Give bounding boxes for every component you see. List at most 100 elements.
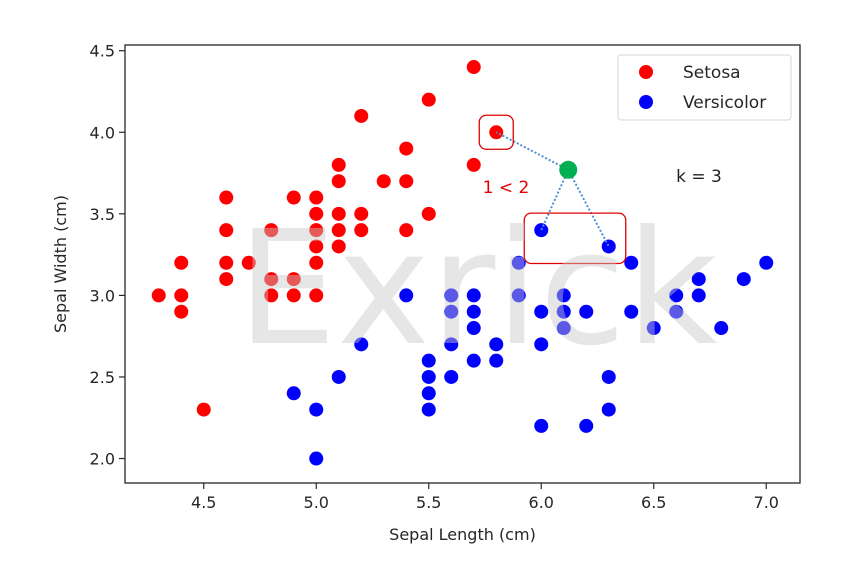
data-point-setosa <box>174 255 189 270</box>
comparison-label: 1 < 2 <box>483 178 530 198</box>
data-point-versicolor <box>421 353 436 368</box>
data-point-versicolor <box>444 288 459 303</box>
data-point-versicolor <box>466 304 481 319</box>
data-point-versicolor <box>466 353 481 368</box>
data-point-versicolor <box>489 337 504 352</box>
data-point-setosa <box>466 60 481 75</box>
y-tick-label: 3.5 <box>90 205 115 224</box>
legend-marker-versicolor <box>639 95 653 109</box>
legend-marker-setosa <box>639 65 653 79</box>
data-point-versicolor <box>444 369 459 384</box>
y-tick-label: 2.0 <box>90 450 115 469</box>
data-point-versicolor <box>534 337 549 352</box>
data-point-versicolor <box>534 223 549 238</box>
x-tick-label: 4.5 <box>191 493 216 512</box>
data-point-setosa <box>309 255 324 270</box>
data-point-setosa <box>286 288 301 303</box>
y-axis: 2.0 2.5 3.0 3.5 4.0 4.5 <box>90 42 125 469</box>
data-point-versicolor <box>624 304 639 319</box>
data-point-versicolor <box>489 353 504 368</box>
data-point-setosa <box>309 223 324 238</box>
data-point-setosa <box>286 190 301 205</box>
data-point-setosa <box>331 174 346 189</box>
data-point-versicolor <box>534 304 549 319</box>
neighbor-highlight-box-versicolor <box>523 212 627 265</box>
x-tick-label: 6.5 <box>641 493 666 512</box>
data-point-versicolor <box>466 288 481 303</box>
data-point-versicolor <box>601 402 616 417</box>
y-tick-label: 2.5 <box>90 368 115 387</box>
neighbor-distance-line <box>495 131 569 171</box>
data-point-setosa <box>264 272 279 287</box>
data-point-setosa <box>219 255 234 270</box>
y-axis-label: Sepal Width (cm) <box>51 195 70 333</box>
data-point-setosa <box>421 206 436 221</box>
y-tick-label: 3.0 <box>90 286 115 305</box>
data-point-versicolor <box>556 288 571 303</box>
data-point-setosa <box>376 174 391 189</box>
x-tick-label: 5.0 <box>304 493 329 512</box>
x-tick-label: 6.0 <box>529 493 554 512</box>
neighbor-distance-line <box>540 169 570 231</box>
data-point-setosa <box>354 108 369 123</box>
data-point-versicolor <box>309 451 324 466</box>
data-point-setosa <box>399 141 414 156</box>
data-point-setosa <box>309 206 324 221</box>
data-point-versicolor <box>736 272 751 287</box>
data-point-versicolor <box>579 418 594 433</box>
legend-label-setosa: Setosa <box>683 63 741 83</box>
data-point-setosa <box>219 272 234 287</box>
data-point-setosa <box>219 223 234 238</box>
axes-frame <box>124 44 801 484</box>
data-point-versicolor <box>669 304 684 319</box>
data-point-setosa <box>309 239 324 254</box>
data-point-versicolor <box>421 369 436 384</box>
data-point-versicolor <box>534 418 549 433</box>
data-point-versicolor <box>309 402 324 417</box>
data-point-setosa <box>421 92 436 107</box>
data-point-versicolor <box>444 304 459 319</box>
data-point-setosa <box>174 288 189 303</box>
annotation-layer <box>478 114 627 265</box>
data-point-setosa <box>466 157 481 172</box>
data-point-versicolor <box>399 288 414 303</box>
data-point-versicolor <box>511 288 526 303</box>
points-layer <box>151 60 774 466</box>
legend: Setosa Versicolor <box>617 54 792 121</box>
x-axis-label: Sepal Length (cm) <box>389 525 536 544</box>
watermark-text: Exrick <box>237 197 718 381</box>
data-point-setosa <box>151 288 166 303</box>
data-point-versicolor <box>286 386 301 401</box>
query-point <box>559 160 578 179</box>
data-point-setosa <box>331 223 346 238</box>
data-point-versicolor <box>601 369 616 384</box>
data-point-versicolor <box>601 239 616 254</box>
data-point-setosa <box>331 157 346 172</box>
data-point-setosa <box>399 223 414 238</box>
data-point-setosa <box>196 402 211 417</box>
data-point-versicolor <box>354 337 369 352</box>
data-point-setosa <box>241 255 256 270</box>
data-point-versicolor <box>466 321 481 336</box>
data-point-versicolor <box>669 288 684 303</box>
data-point-versicolor <box>444 337 459 352</box>
neighbor-highlight-box-setosa <box>478 114 514 150</box>
data-point-versicolor <box>691 288 706 303</box>
data-point-versicolor <box>646 321 661 336</box>
data-point-setosa <box>354 206 369 221</box>
data-point-versicolor <box>556 321 571 336</box>
data-point-versicolor <box>421 386 436 401</box>
data-point-versicolor <box>759 255 774 270</box>
x-axis: 4.5 5.0 5.5 6.0 6.5 7.0 <box>191 483 779 512</box>
data-point-setosa <box>309 288 324 303</box>
k-value-label: k = 3 <box>676 167 722 187</box>
y-tick-label: 4.5 <box>90 42 115 61</box>
data-point-setosa <box>219 190 234 205</box>
data-point-setosa <box>309 190 324 205</box>
x-tick-label: 7.0 <box>754 493 779 512</box>
data-point-versicolor <box>579 304 594 319</box>
legend-box <box>617 54 792 121</box>
data-point-setosa <box>331 239 346 254</box>
data-point-versicolor <box>714 321 729 336</box>
